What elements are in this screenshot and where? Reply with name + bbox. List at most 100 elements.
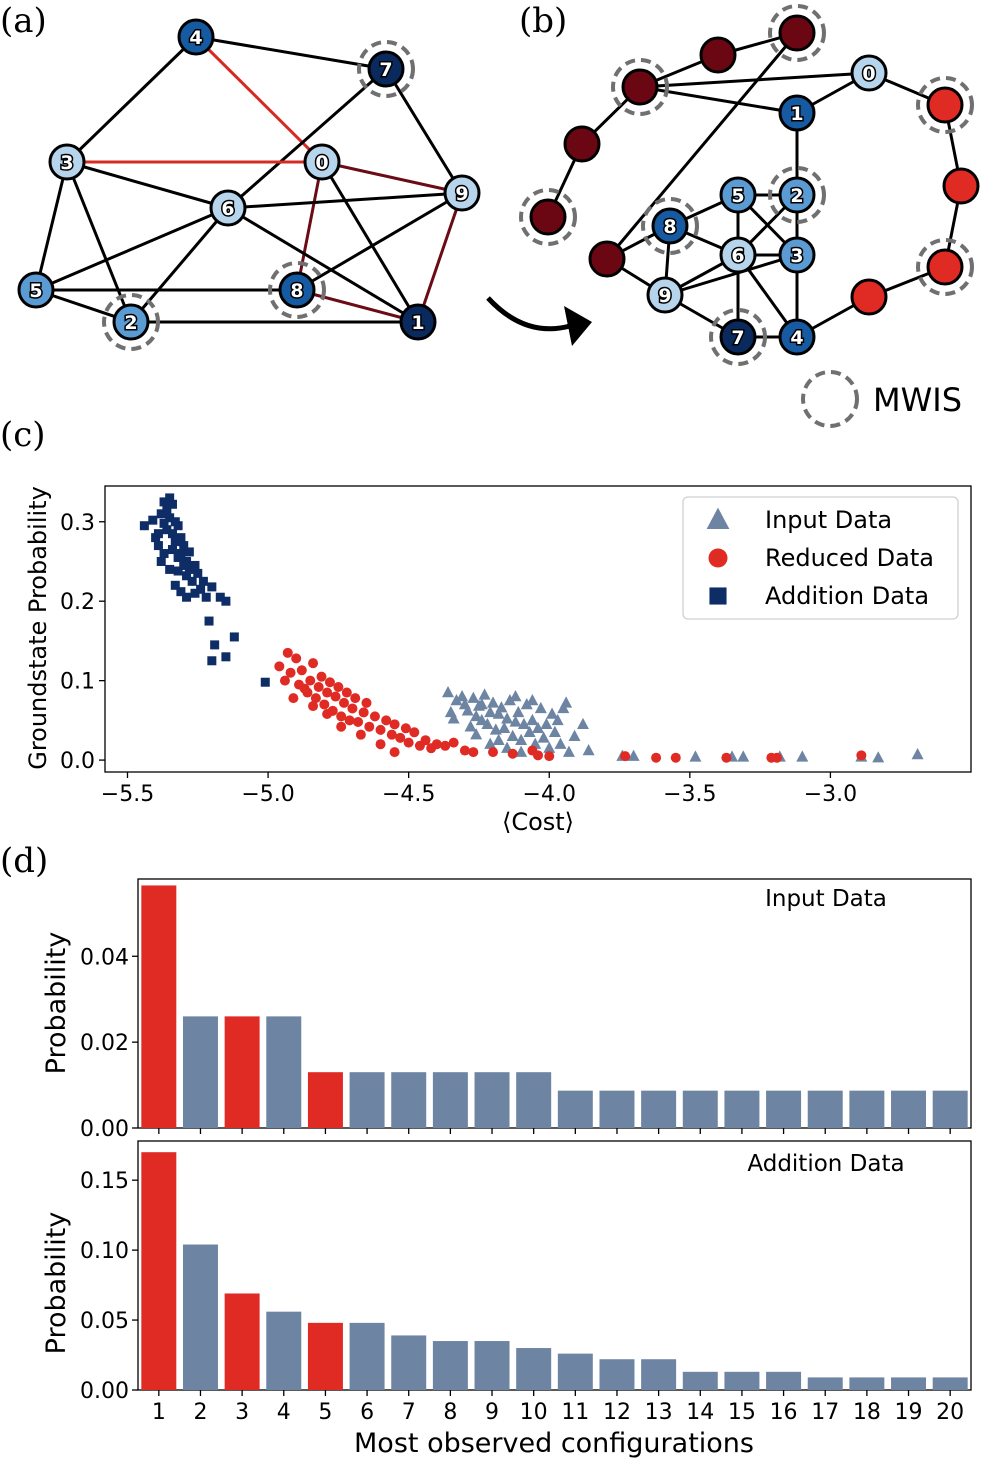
scatter-legend-marker-reduced-data <box>708 548 728 568</box>
graph-b-nodes: 0 1 5 2 8 6 3 9 7 4 <box>519 4 980 366</box>
scatter-point-input-data <box>467 691 480 703</box>
scatter-point-reduced-data <box>459 745 470 756</box>
scatter-x-tick-label: −3.0 <box>804 782 857 807</box>
bar-chart-addition-bar-12 <box>599 1359 635 1390</box>
graph-b-edge-m3-0 <box>639 71 870 89</box>
graph-b-node-label-9: 9 <box>658 285 671 307</box>
scatter-point-addition-data <box>182 556 192 566</box>
graph-b-edge-m5-m6 <box>605 32 799 260</box>
bar-chart-addition-x-tick-label: 18 <box>853 1400 881 1425</box>
scatter-point-reduced-data <box>440 740 451 751</box>
graph-b-node-circle-m3 <box>621 68 659 106</box>
scatter-point-addition-data <box>176 533 186 543</box>
scatter-point-input-data <box>627 749 640 761</box>
graph-b-node-7: 7 <box>709 308 767 366</box>
transform-arrow <box>486 296 592 346</box>
graph-b-node-m6 <box>588 240 626 278</box>
scatter-point-input-data <box>475 697 488 710</box>
graph-a-node-label-4: 4 <box>189 27 202 49</box>
graph-b-node-circle-2 <box>778 176 816 214</box>
graph-a-edges <box>34 35 464 324</box>
bar-chart-input-bar-17 <box>807 1090 843 1128</box>
graph-b: 0 1 5 2 8 6 3 9 7 4 <box>519 4 980 366</box>
graph-a-edge-4-0 <box>194 35 324 164</box>
bar-chart-addition-bar-16 <box>766 1371 802 1390</box>
bar-chart-addition-x-tick-label: 14 <box>686 1400 714 1425</box>
panel-label-b: (b) <box>519 1 567 41</box>
bar-chart-addition-x-tick-label: 11 <box>561 1400 589 1425</box>
scatter-point-reduced-data <box>420 735 431 746</box>
scatter-point-reduced-data <box>319 699 330 710</box>
bar-chart-input-bar-15 <box>724 1090 760 1128</box>
scatter-point-addition-data <box>162 525 172 535</box>
scatter-legend-label-addition-data: Addition Data <box>765 582 929 610</box>
graph-b-node-label-0: 0 <box>862 63 875 85</box>
scatter-point-reduced-data <box>355 729 366 740</box>
scatter-point-input-data <box>515 745 528 757</box>
bar-chart-input-marks <box>141 885 968 1128</box>
scatter-point-reduced-data <box>507 748 518 759</box>
bar-chart-input-bar-8 <box>432 1072 468 1128</box>
graph-b-node-label-3: 3 <box>790 245 803 267</box>
scatter-point-input-data <box>872 751 885 763</box>
scatter-chart: −5.5 −5.0 −4.5 −4.0 −3.5 −3.0 0.0 0.1 0.2 0.3 ⟨Co… <box>24 485 972 836</box>
scatter-legend-marker-addition-data <box>709 587 727 605</box>
graph-a-node-circle-9 <box>443 174 481 212</box>
scatter-point-addition-data <box>176 587 186 597</box>
scatter-point-reduced-data <box>395 732 406 743</box>
graph-b-node-label-8: 8 <box>663 216 676 238</box>
scatter-point-input-data <box>512 705 525 718</box>
graph-a-node-1: 1 <box>399 303 437 341</box>
scatter-point-reduced-data <box>308 658 319 669</box>
scatter-point-addition-data <box>153 541 163 551</box>
bar-chart-addition-bar-19 <box>891 1377 927 1390</box>
scatter-point-input-data <box>461 704 474 716</box>
graph-a-node-circle-5 <box>17 271 55 309</box>
scatter-point-input-data <box>520 697 533 710</box>
scatter-point-input-data <box>447 712 460 724</box>
graph-b-node-2: 2 <box>768 166 826 224</box>
bar-chart-addition-title: Addition Data <box>747 1151 904 1177</box>
scatter-point-addition-data <box>204 616 214 626</box>
bar-chart-addition-bar-8 <box>432 1341 468 1390</box>
scatter-point-reduced-data <box>296 665 307 676</box>
scatter-point-reduced-data <box>721 752 732 763</box>
scatter-point-input-data <box>470 728 483 740</box>
graph-b-node-r2 <box>942 167 980 205</box>
scatter-y-tick-label: 0.2 <box>60 590 95 615</box>
scatter-point-input-data <box>506 729 519 741</box>
bar-chart-addition-bar-2 <box>182 1244 218 1390</box>
graph-b-node-circle-r2 <box>942 167 980 205</box>
graph-b-mwis-ring-m1 <box>519 188 577 246</box>
scatter-point-addition-data <box>182 592 192 602</box>
scatter-point-reduced-data <box>313 681 324 692</box>
graph-b-node-circle-m4 <box>699 36 737 74</box>
bar-chart-addition-bar-15 <box>724 1371 760 1390</box>
bar-chart-addition-bar-9 <box>474 1341 510 1390</box>
scatter-point-reduced-data <box>358 707 369 718</box>
scatter-point-addition-data <box>221 596 231 606</box>
scatter-point-input-data <box>515 733 528 745</box>
scatter-point-reduced-data <box>361 697 372 708</box>
graph-b-node-circle-6 <box>719 236 757 274</box>
bar-chart-input: 0.00 0.02 0.04 Input Data Probability <box>41 878 972 1142</box>
mwis-legend: MWIS <box>801 370 962 428</box>
scatter-point-input-data <box>503 693 516 706</box>
scatter-point-input-data <box>534 701 547 714</box>
bar-chart-input-bar-3 <box>224 1016 260 1128</box>
graph-a-edge-9-8 <box>296 191 463 292</box>
scatter-x-tick-label: −4.0 <box>523 782 576 807</box>
scatter-point-addition-data <box>148 515 158 525</box>
bar-chart-addition-x-tick-label: 5 <box>318 1400 332 1425</box>
graph-a-node-circle-3 <box>48 143 86 181</box>
scatter-point-input-data <box>470 709 483 722</box>
graph-a-nodes: 4 7 3 0 9 6 5 8 2 1 <box>17 18 481 351</box>
scatter-point-addition-data <box>190 588 200 598</box>
bar-chart-addition-bar-3 <box>224 1293 260 1390</box>
graph-b-mwis-ring-r1 <box>916 76 974 134</box>
scatter-point-input-data <box>532 721 544 734</box>
graph-b-node-circle-m6 <box>588 240 626 278</box>
mwis-legend-ring <box>801 370 859 428</box>
bar-chart-addition-bar-1 <box>141 1152 177 1390</box>
